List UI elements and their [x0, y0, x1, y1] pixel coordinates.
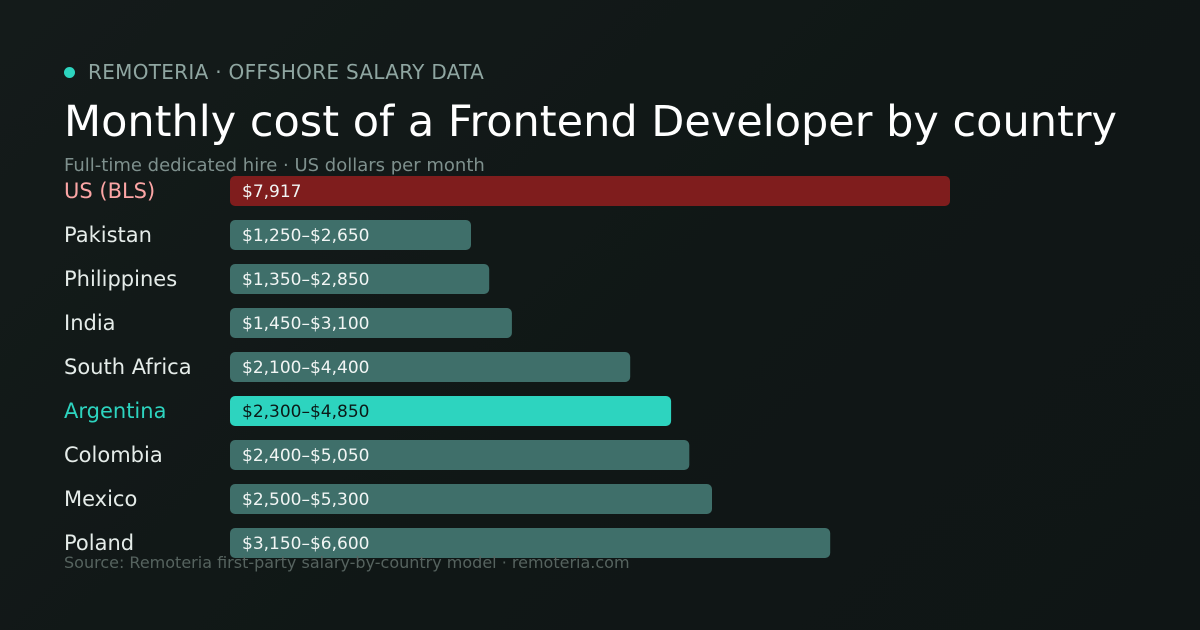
source-note: Source: Remoteria first-party salary-by-…: [64, 553, 630, 572]
bar-row-philippines: Philippines $1,350–$2,850: [64, 264, 490, 294]
bar-mexico: [230, 484, 712, 514]
bar-south-africa: [230, 352, 631, 382]
bar-argentina: [230, 396, 672, 426]
category-label-colombia: Colombia: [64, 443, 163, 467]
category-label-philippines: Philippines: [64, 267, 177, 291]
brand-dot-icon: [64, 66, 75, 78]
bar-poland: [230, 528, 831, 558]
category-label-india: India: [64, 311, 116, 335]
value-label-pakistan: $1,250–$2,650: [242, 226, 369, 246]
category-label-poland: Poland: [64, 531, 134, 555]
bar-row-us-bls: US (BLS) $7,917: [64, 176, 950, 206]
brand-header: REMOTERIA · OFFSHORE SALARY DATA: [64, 60, 484, 84]
bar-row-colombia: Colombia $2,400–$5,050: [64, 440, 690, 470]
category-label-mexico: Mexico: [64, 487, 137, 511]
value-label-mexico: $2,500–$5,300: [242, 490, 369, 510]
bar-colombia: [230, 440, 690, 470]
value-label-philippines: $1,350–$2,850: [242, 270, 369, 290]
brand-text: REMOTERIA · OFFSHORE SALARY DATA: [88, 60, 485, 84]
chart-title: Monthly cost of a Frontend Developer by …: [64, 97, 1117, 147]
bar-row-pakistan: Pakistan $1,250–$2,650: [64, 220, 471, 250]
category-label-us-bls: US (BLS): [64, 179, 155, 203]
value-label-india: $1,450–$3,100: [242, 314, 369, 334]
bar-row-india: India $1,450–$3,100: [64, 308, 512, 338]
value-label-poland: $3,150–$6,600: [242, 534, 369, 554]
bar-row-mexico: Mexico $2,500–$5,300: [64, 484, 712, 514]
bar-row-south-africa: South Africa $2,100–$4,400: [64, 352, 631, 382]
bar-philippines: [230, 264, 490, 294]
value-label-argentina: $2,300–$4,850: [242, 402, 369, 422]
chart-subtitle: Full-time dedicated hire · US dollars pe…: [64, 155, 485, 176]
bar-us-bls: [230, 176, 950, 206]
bar-row-argentina: Argentina $2,300–$4,850: [64, 396, 672, 426]
category-label-pakistan: Pakistan: [64, 223, 152, 247]
category-label-argentina: Argentina: [64, 399, 166, 423]
bar-row-poland: Poland $3,150–$6,600: [64, 528, 831, 558]
bar-pakistan: [230, 220, 471, 250]
value-label-south-africa: $2,100–$4,400: [242, 358, 369, 378]
value-label-us-bls: $7,917: [242, 182, 301, 202]
value-label-colombia: $2,400–$5,050: [242, 446, 369, 466]
bar-india: [230, 308, 512, 338]
category-label-south-africa: South Africa: [64, 355, 192, 379]
